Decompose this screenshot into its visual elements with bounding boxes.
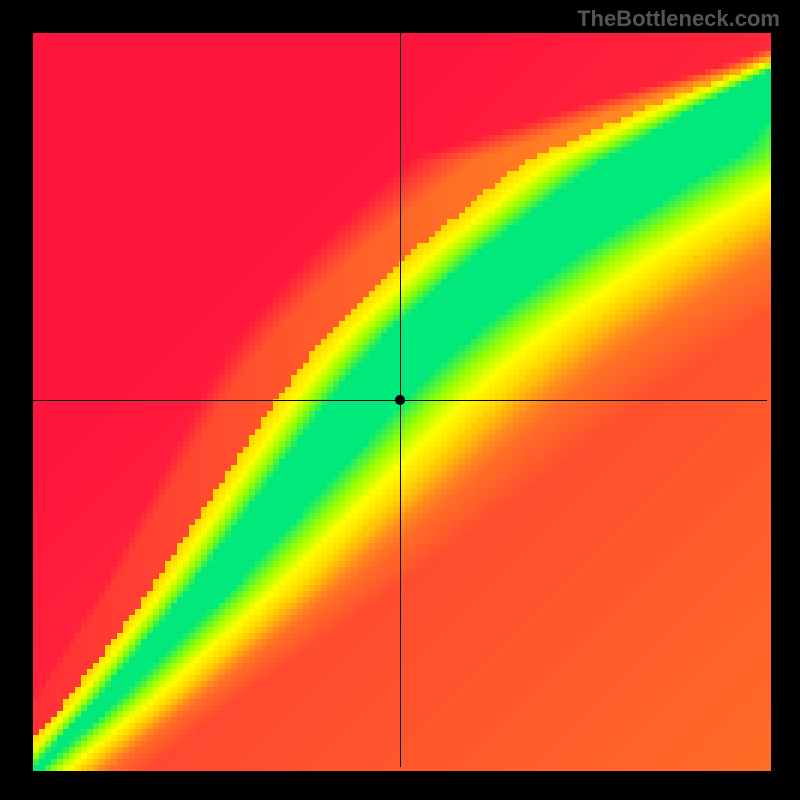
- bottleneck-heatmap: [0, 0, 800, 800]
